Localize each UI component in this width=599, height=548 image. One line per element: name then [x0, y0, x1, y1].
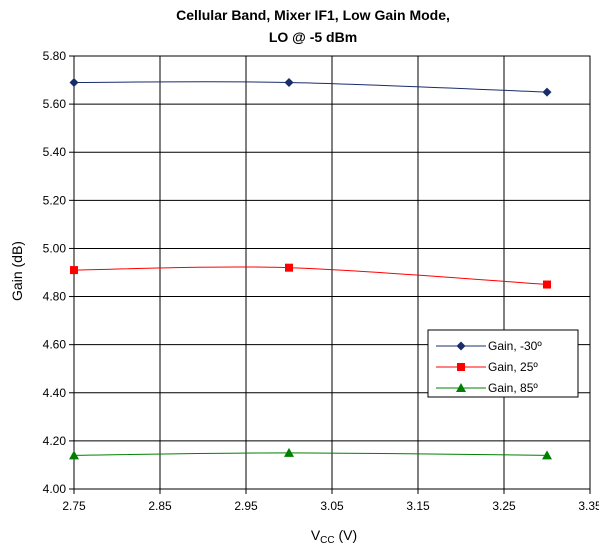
data-point	[543, 280, 551, 289]
y-axis-label: Gain (dB)	[9, 241, 25, 301]
grid	[69, 55, 591, 494]
legend-marker	[457, 363, 465, 371]
legend-item: Gain, -30º	[436, 339, 542, 353]
series-layer	[69, 77, 552, 460]
legend-item: Gain, 85º	[436, 381, 538, 395]
y-tick-label: 5.00	[43, 241, 67, 255]
x-axis-label-unit: (V)	[335, 527, 358, 543]
y-tick-label: 5.60	[43, 97, 67, 111]
legend-label: Gain, 85º	[488, 381, 538, 395]
y-tick-label: 5.40	[43, 145, 67, 159]
data-point	[69, 450, 79, 460]
series-line	[73, 266, 548, 286]
chart-title-line-2: LO @ -5 dBm	[269, 29, 357, 45]
legend-label: Gain, 25º	[488, 360, 538, 374]
x-tick-label: 3.35	[578, 499, 599, 513]
legend-box	[427, 329, 579, 398]
data-point	[284, 447, 294, 457]
series-2	[69, 447, 552, 460]
x-axis-label-subscript: CC	[320, 535, 334, 546]
data-point	[542, 87, 552, 97]
y-tick-label: 4.20	[43, 434, 67, 448]
series-line	[73, 81, 548, 93]
legend: Gain, -30º Gain, 25º Gain, 85º	[427, 329, 579, 398]
x-axis-label-main: V	[311, 527, 321, 543]
y-tick-label: 4.40	[43, 386, 67, 400]
chart-title-line-1: Cellular Band, Mixer IF1, Low Gain Mode,	[176, 7, 450, 23]
data-point	[542, 450, 552, 460]
legend-marker	[456, 341, 466, 351]
data-point	[284, 77, 294, 87]
legend-marker	[456, 383, 466, 392]
y-tick-label: 5.80	[43, 49, 67, 63]
x-tick-label: 2.85	[148, 499, 172, 513]
data-point	[70, 266, 78, 275]
legend-item: Gain, 25º	[436, 360, 538, 374]
series-line	[73, 452, 548, 456]
x-tick-label: 2.75	[62, 499, 86, 513]
y-tick-label: 4.80	[43, 290, 67, 304]
x-axis-label: VCC (V)	[311, 527, 357, 546]
y-tick-label: 4.60	[43, 338, 67, 352]
x-tick-label: 2.95	[234, 499, 258, 513]
y-tick-labels: 4.00 4.20 4.40 4.60 4.80 5.00 5.20 5.40 5.60 5.80	[43, 49, 67, 496]
x-tick-labels: 2.75 2.85 2.95 3.05 3.15 3.25 3.35	[62, 499, 599, 513]
x-tick-label: 3.25	[492, 499, 516, 513]
series-0	[69, 77, 552, 97]
series-1	[70, 263, 551, 289]
x-tick-label: 3.15	[406, 499, 430, 513]
x-tick-label: 3.05	[320, 499, 344, 513]
data-point	[285, 263, 293, 272]
data-point	[69, 77, 79, 87]
legend-label: Gain, -30º	[488, 339, 542, 353]
y-tick-label: 4.00	[43, 482, 67, 496]
y-tick-label: 5.20	[43, 193, 67, 207]
